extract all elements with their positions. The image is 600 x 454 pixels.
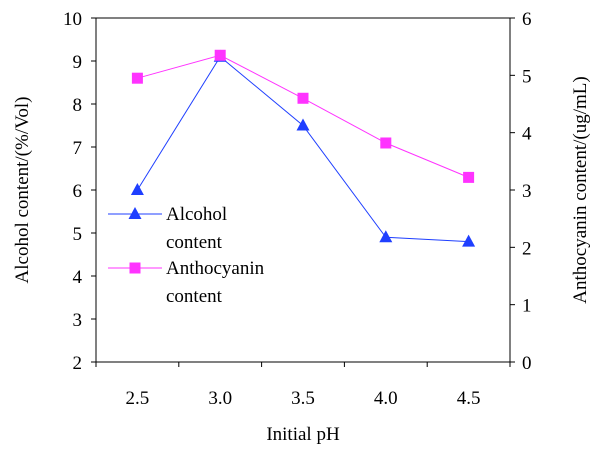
legend: Alcohol content Anthocyanin content	[108, 204, 265, 307]
data-point-anthocyanin	[214, 49, 226, 61]
left-y-axis-ticks: 2 3 4 5 6 7 8 9 10	[63, 9, 96, 374]
left-y-tick-label: 2	[73, 353, 83, 374]
data-point-anthocyanin	[297, 92, 309, 104]
x-tick-label: 3.5	[291, 388, 315, 409]
plot-area	[95, 17, 511, 363]
right-y-tick-label: 0	[522, 353, 532, 374]
right-y-tick-label: 6	[522, 9, 532, 30]
legend-item-anthocyanin: Anthocyanin content	[108, 258, 265, 307]
plot-frame	[95, 17, 511, 363]
x-tick-label: 4.5	[457, 388, 481, 409]
right-y-tick-label: 2	[522, 238, 532, 259]
legend-item-alcohol: Alcohol content	[108, 204, 227, 253]
series-line-anthocyanin	[137, 54, 469, 178]
data-point-alcohol	[296, 118, 310, 131]
legend-label-alcohol-line2: content	[166, 232, 223, 253]
left-y-tick-label: 5	[73, 224, 83, 245]
right-y-tick-label: 4	[522, 124, 532, 145]
data-point-alcohol	[379, 230, 393, 243]
legend-label-alcohol-line1: Alcohol	[166, 204, 227, 225]
left-y-tick-label: 8	[73, 95, 83, 116]
series-layer	[130, 49, 476, 247]
x-tick-label: 4.0	[374, 388, 398, 409]
left-y-tick-label: 9	[73, 52, 83, 73]
left-y-axis-title: Alcohol content/(%/Vol)	[12, 97, 33, 284]
data-point-anthocyanin	[131, 72, 143, 84]
legend-marker-square-icon	[129, 262, 141, 274]
data-point-anthocyanin	[380, 137, 392, 149]
right-y-tick-label: 3	[522, 181, 532, 202]
x-tick-label: 3.0	[208, 388, 232, 409]
x-axis-ticks: 2.5 3.0 3.5 4.0 4.5	[95, 362, 511, 409]
left-y-tick-label: 3	[73, 310, 83, 331]
right-y-axis-title: Anthocyanin content/(ug/mL)	[570, 76, 591, 303]
legend-label-anthocyanin-line2: content	[166, 286, 223, 307]
legend-marker-triangle-icon	[128, 207, 142, 219]
right-y-tick-label: 1	[522, 296, 532, 317]
legend-label-anthocyanin-line1: Anthocyanin	[166, 258, 265, 279]
left-y-tick-label: 6	[73, 181, 83, 202]
data-point-alcohol	[462, 234, 476, 247]
data-point-anthocyanin	[463, 171, 475, 183]
left-y-tick-label: 7	[73, 138, 83, 159]
x-tick-label: 2.5	[126, 388, 150, 409]
left-y-tick-label: 10	[63, 9, 82, 30]
left-y-tick-label: 4	[73, 267, 83, 288]
x-axis-title: Initial pH	[266, 424, 340, 445]
right-y-tick-label: 5	[522, 66, 532, 87]
data-point-alcohol	[130, 183, 144, 195]
right-y-axis-ticks: 0 1 2 3 4 5 6	[510, 9, 532, 374]
